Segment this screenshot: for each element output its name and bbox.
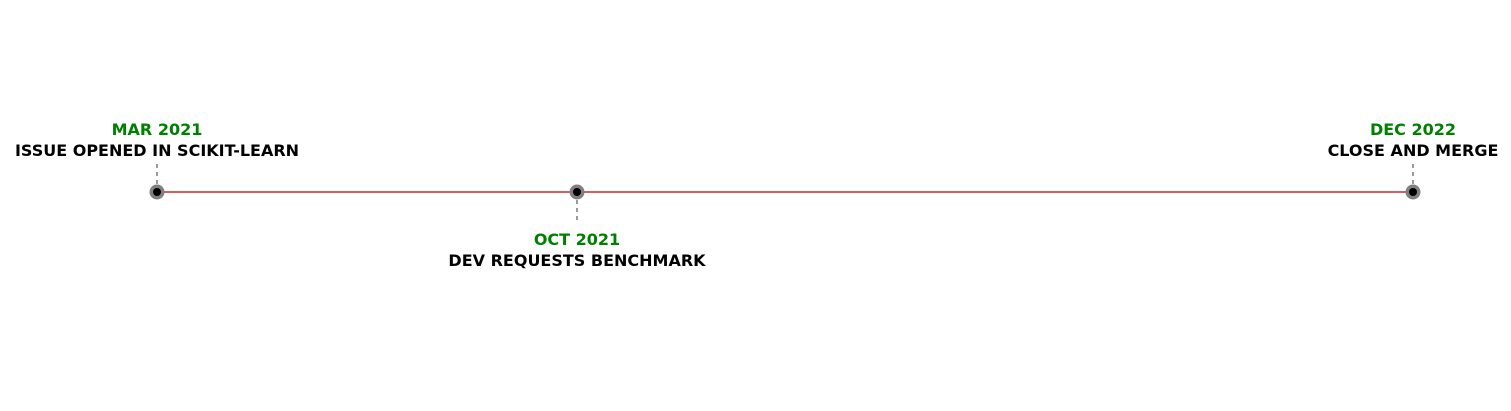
event-marker-core	[573, 188, 581, 196]
event-date: OCT 2021	[534, 230, 620, 249]
event-date: DEC 2022	[1370, 120, 1456, 139]
event-marker-core	[153, 188, 161, 196]
event-label: DEV REQUESTS BENCHMARK	[448, 251, 706, 270]
events-layer: MAR 2021 ISSUE OPENED IN SCIKIT-LEARN OCT …	[15, 120, 1498, 270]
event-date: MAR 2021	[112, 120, 203, 139]
timeline-event: MAR 2021 ISSUE OPENED IN SCIKIT-LEARN	[15, 120, 299, 200]
timeline-event: DEC 2022 CLOSE AND MERGE	[1328, 120, 1499, 200]
timeline-event: OCT 2021 DEV REQUESTS BENCHMARK	[448, 184, 706, 270]
event-marker-core	[1409, 188, 1417, 196]
event-label: CLOSE AND MERGE	[1328, 141, 1499, 160]
event-label: ISSUE OPENED IN SCIKIT-LEARN	[15, 141, 299, 160]
